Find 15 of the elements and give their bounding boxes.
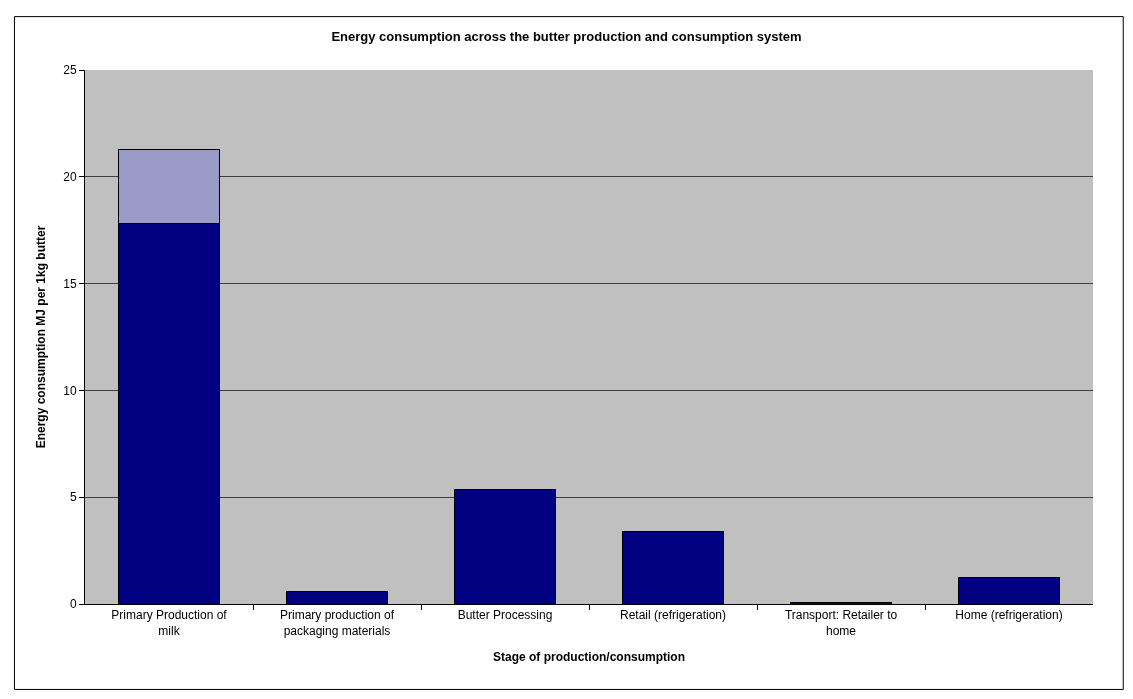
x-tick-label: Primary Production of milk	[111, 608, 228, 638]
x-tick-label: Home (refrigeration)	[955, 608, 1063, 623]
chart-title: Energy consumption across the butter production and consumption system	[331, 28, 802, 44]
y-tick-label: 20	[63, 170, 77, 184]
y-tick-label: 0	[69, 597, 77, 612]
x-tick-label: Retail (refrigeration)	[619, 608, 727, 623]
y-axis-title: Energy consumption MJ per 1kg butter	[33, 225, 48, 449]
y-tick-label: 15	[63, 276, 77, 291]
x-tick-label: Transport: Retailer to home	[784, 608, 898, 638]
x-axis-title: Stage of production/consumption	[493, 649, 685, 664]
y-tick-label: 25	[63, 63, 77, 78]
x-tick-label: Butter Processing	[457, 608, 553, 623]
y-tick-label: 5	[69, 490, 77, 505]
y-tick-label: 10	[63, 383, 77, 398]
x-tick-label: Primary production of packaging materials	[279, 608, 395, 638]
